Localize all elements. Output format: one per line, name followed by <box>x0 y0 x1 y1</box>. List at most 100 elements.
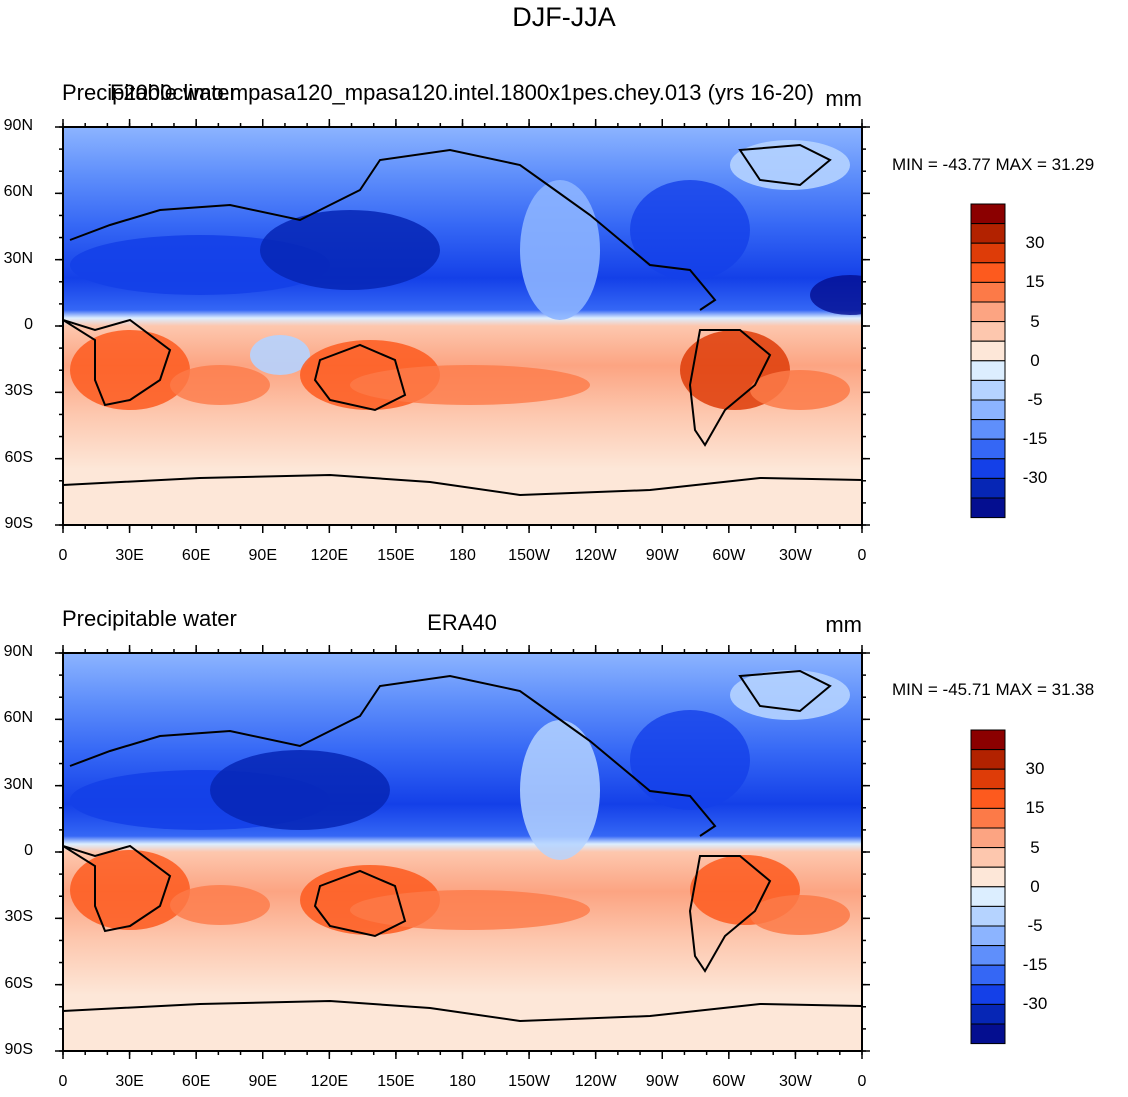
colorbar-label: 0 <box>1030 350 1040 370</box>
lat-tick-label: 60S <box>4 974 33 992</box>
lat-tick-label: 30S <box>4 908 33 926</box>
colorbar-swatch <box>970 1023 1006 1045</box>
panel-2-units: mm <box>825 612 862 637</box>
colorbar-label: -5 <box>1027 916 1043 935</box>
colorbar-label: 5 <box>1030 311 1040 331</box>
lat-tick-label: 30N <box>3 775 33 793</box>
lon-tick-label: 30E <box>115 1073 144 1090</box>
lon-tick-label: 90W <box>645 547 679 564</box>
colorbar-swatch <box>970 203 1006 225</box>
colorbar-swatch <box>970 1003 1006 1025</box>
lat-tick-label: 90N <box>3 117 33 134</box>
lon-tick-label: 60W <box>712 547 746 564</box>
lon-tick-label: 60E <box>181 547 211 564</box>
lon-tick-label: 180 <box>449 1073 476 1090</box>
lon-tick-label: 150W <box>508 1073 550 1090</box>
colorbar-swatch <box>970 847 1006 868</box>
coastlines <box>63 669 862 1023</box>
colorbar-1 <box>970 203 1006 519</box>
lon-tick-label: 150W <box>508 547 550 564</box>
lon-tick-label: 30W <box>778 547 812 564</box>
lat-tick-label: 90S <box>4 1041 33 1058</box>
colorbar-label: 30 <box>1025 233 1045 253</box>
lon-tick-label: 150E <box>377 547 415 564</box>
lon-tick-label: 120W <box>574 547 617 564</box>
colorbar-swatch <box>970 379 1006 401</box>
colorbar-label: -15 <box>1022 429 1048 449</box>
colorbar-label: 15 <box>1025 272 1045 292</box>
colorbar-label: -30 <box>1022 468 1048 488</box>
colorbar-swatch <box>970 807 1006 829</box>
colorbar-swatch <box>970 866 1006 888</box>
colorbar-swatch <box>970 497 1006 519</box>
colorbar-label: 5 <box>1030 837 1040 857</box>
colorbar-swatch <box>970 945 1006 966</box>
panel-2-stats: MIN = -45.71 MAX = 31.38 <box>892 680 1095 699</box>
colorbar-swatch <box>970 321 1006 342</box>
colorbar-swatch <box>970 729 1006 751</box>
colorbar-swatch <box>970 984 1006 1005</box>
colorbar-swatch <box>970 905 1006 927</box>
lat-tick-label: 90N <box>3 643 33 660</box>
panel-1-units: mm <box>825 86 862 111</box>
colorbar-swatch <box>970 419 1006 440</box>
map-panel-2 <box>63 653 862 1051</box>
lon-tick-label: 60W <box>712 1073 746 1090</box>
colorbar-swatch <box>970 242 1006 264</box>
lat-tick-label: 60N <box>3 183 33 201</box>
lon-tick-label: 180 <box>449 547 476 564</box>
colorbar-swatch <box>970 749 1006 770</box>
colorbar-swatch <box>970 458 1006 479</box>
lon-tick-label: 90E <box>248 1073 277 1090</box>
colorbar-swatch <box>970 925 1006 947</box>
panel-1-stats: MIN = -43.77 MAX = 31.29 <box>892 155 1095 174</box>
panel-1-left-title: Precipitable water <box>62 80 237 105</box>
colorbar-swatch <box>970 399 1006 421</box>
colorbar-swatch <box>970 788 1006 809</box>
lat-tick-label: 0 <box>24 842 33 859</box>
lat-tick-label: 60N <box>3 709 33 727</box>
colorbar-swatch <box>970 262 1006 283</box>
colorbar-2 <box>970 729 1006 1045</box>
colorbar-label: 30 <box>1025 759 1045 779</box>
colorbar-swatch <box>970 281 1006 303</box>
axis-ticks <box>55 119 870 1059</box>
lon-tick-label: 30W <box>778 1073 812 1090</box>
map-panel-1 <box>63 127 862 525</box>
lat-tick-label: 0 <box>24 316 33 333</box>
panel-2-center-title: ERA40 <box>427 610 497 635</box>
colorbar-swatch <box>970 360 1006 381</box>
coastlines <box>63 143 862 497</box>
lon-tick-label: 0 <box>857 547 867 564</box>
colorbar-swatch <box>970 964 1006 986</box>
colorbar-swatch <box>970 768 1006 790</box>
lat-tick-label: 30N <box>3 249 33 267</box>
lon-tick-label: 150E <box>377 1073 415 1090</box>
colorbar-swatch <box>970 886 1006 907</box>
colorbar-label: 15 <box>1025 798 1045 818</box>
colorbar-label: 0 <box>1030 876 1040 896</box>
lon-tick-label: 120E <box>310 1073 349 1090</box>
colorbar-label: -5 <box>1027 390 1043 409</box>
lon-tick-label: 90W <box>645 1073 679 1090</box>
colorbar-swatch <box>970 223 1006 244</box>
colorbar-swatch <box>970 827 1006 849</box>
colorbar-label: -15 <box>1022 955 1048 975</box>
lon-tick-label: 120W <box>574 1073 617 1090</box>
lat-tick-label: 90S <box>4 515 33 532</box>
panel-1-center-title: F2000climo.mpasa120_mpasa120.intel.1800x… <box>109 80 814 105</box>
lon-tick-label: 90E <box>248 547 277 564</box>
colorbar-label: -30 <box>1022 994 1048 1014</box>
panel-2-left-title: Precipitable water <box>62 606 237 631</box>
lat-tick-label: 60S <box>4 448 33 466</box>
lon-tick-label: 0 <box>857 1073 867 1090</box>
colorbar-swatch <box>970 477 1006 499</box>
lat-tick-label: 30S <box>4 382 33 400</box>
colorbar-swatch <box>970 438 1006 460</box>
figure-title: DJF-JJA <box>512 2 616 32</box>
lon-tick-label: 30E <box>115 547 144 564</box>
colorbar-swatch <box>970 340 1006 362</box>
colorbar-swatch <box>970 301 1006 323</box>
lon-tick-label: 60E <box>181 1073 211 1090</box>
